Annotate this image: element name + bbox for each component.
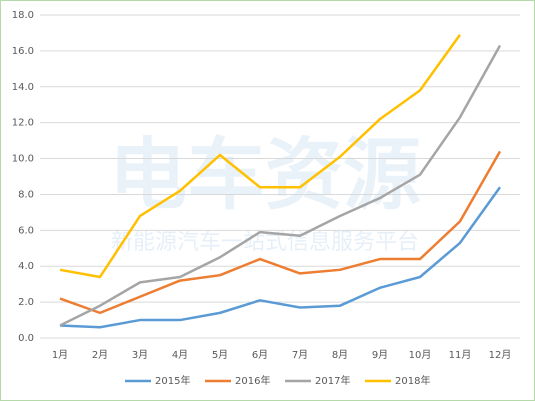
line-series (59, 150, 502, 315)
x-tick-label: 2月 (92, 349, 108, 361)
legend-label: 2018年 (395, 374, 430, 387)
y-tick-label: 2.0 (18, 297, 34, 308)
y-tick-label: 18.0 (12, 10, 34, 21)
y-tick-label: 10.0 (12, 154, 34, 165)
y-tick-label: 4.0 (18, 261, 34, 272)
y-tick-label: 8.0 (18, 189, 34, 200)
x-tick-label: 5月 (212, 349, 228, 361)
legend-label: 2016年 (235, 374, 270, 387)
line-series (59, 44, 502, 327)
y-tick-label: 16.0 (12, 46, 34, 57)
x-tick-label: 6月 (252, 349, 268, 361)
x-tick-label: 12月 (489, 349, 512, 361)
x-tick-label: 7月 (292, 349, 308, 361)
x-tick-label: 9月 (372, 349, 388, 361)
x-tick-label: 3月 (132, 349, 148, 361)
line-series (59, 34, 462, 279)
y-tick-label: 6.0 (18, 225, 34, 236)
x-tick-label: 4月 (172, 349, 188, 361)
y-tick-label: 0.0 (18, 333, 34, 344)
legend-label: 2017年 (315, 374, 350, 387)
watermark-subtitle: 新能源汽车一站式信息服务平台 (111, 230, 419, 255)
y-tick-label: 14.0 (12, 82, 34, 93)
x-tick-label: 10月 (409, 349, 432, 361)
x-tick-label: 11月 (449, 349, 472, 361)
x-tick-label: 1月 (52, 349, 68, 361)
legend-label: 2015年 (155, 374, 190, 387)
watermark-title: 电车资源 (109, 130, 421, 220)
line-series (59, 186, 502, 329)
y-tick-label: 12.0 (12, 118, 34, 129)
x-tick-label: 8月 (332, 349, 348, 361)
